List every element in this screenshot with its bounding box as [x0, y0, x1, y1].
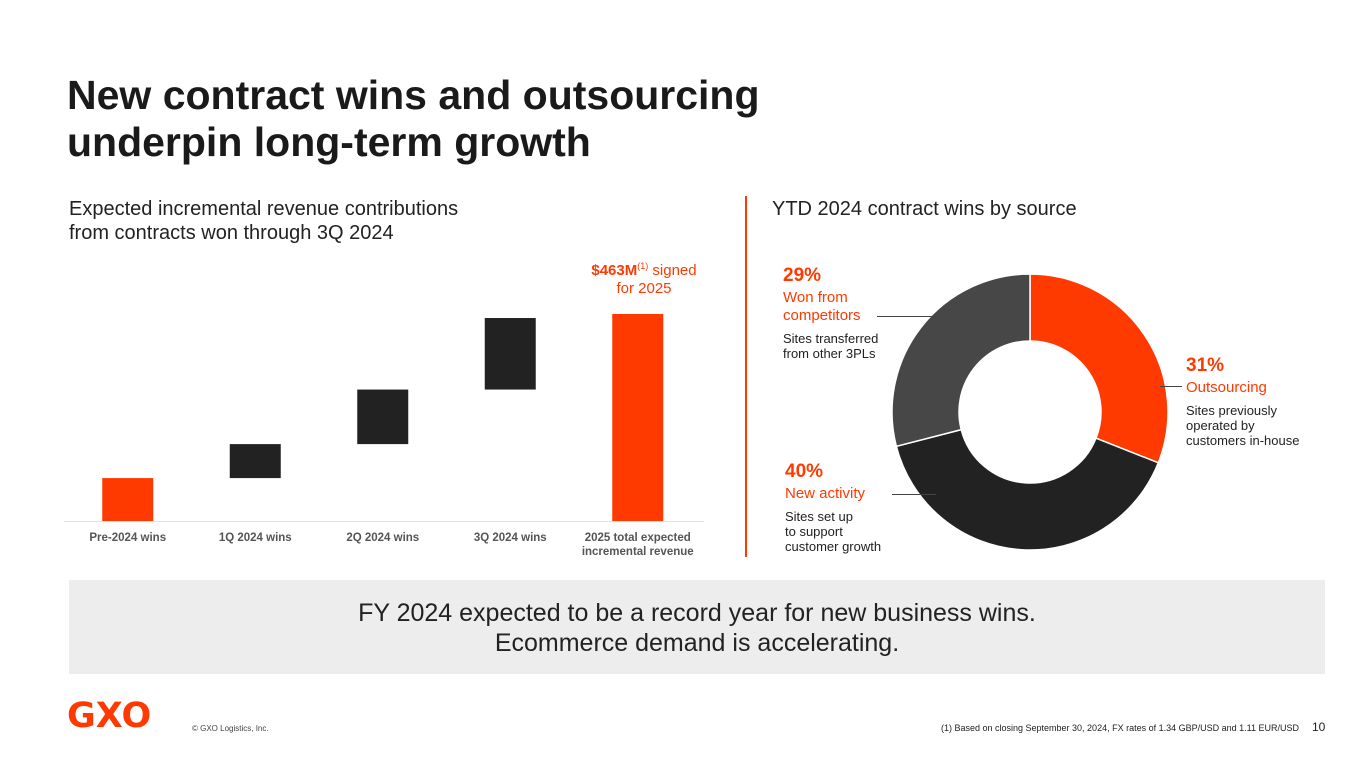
waterfall-subtitle-line-1: Expected incremental revenue contributio… [69, 198, 459, 220]
outsourcing-desc-line-1: Sites previously [1186, 403, 1278, 418]
outsourcing-percent: 31% [1186, 355, 1225, 376]
competitors-desc-line-2: from other 3PLs [783, 346, 876, 361]
panel-divider [745, 196, 747, 557]
tick-label-0: Pre-2024 wins [89, 532, 166, 544]
label-competitors: 29% Won from competitors Sites transferr… [783, 265, 913, 361]
new-activity-desc-line-2: to support [785, 524, 843, 539]
new-activity-desc-line-3: customer growth [785, 539, 882, 554]
bar-1 [229, 444, 281, 479]
label-new-activity: 40% New activity Sites set up to support… [785, 461, 935, 554]
slice-new_activity [895, 428, 1160, 551]
signed-amount: $463M [591, 262, 638, 279]
banner-line-1: FY 2024 expected to be a record year for… [358, 599, 1036, 627]
tick-label-4-line-2: incremental revenue [582, 546, 694, 558]
competitors-desc-line-1: Sites transferred [783, 331, 879, 346]
outsourcing-desc-line-3: customers in-house [1186, 433, 1300, 448]
donut-subtitle: YTD 2024 contract wins by source [772, 198, 1077, 220]
page-title: New contract wins and outsourcing underp… [67, 72, 967, 166]
outsourcing-name: Outsourcing [1186, 379, 1267, 396]
page-number: 10 [1312, 720, 1326, 734]
bar-0 [102, 478, 154, 521]
gxo-logo: GXO [67, 696, 152, 736]
signed-word: signed [648, 262, 697, 279]
bar-3 [484, 318, 536, 390]
outsourcing-desc-line-2: operated by [1186, 418, 1255, 433]
waterfall-chart: Pre-2024 wins 1Q 2024 wins 2Q 2024 wins 3Q … [64, 314, 704, 558]
copyright-text: © GXO Logistics, Inc. [192, 724, 269, 733]
competitors-name-line-2: competitors [783, 307, 861, 324]
tick-label-2: 2Q 2024 wins [346, 532, 419, 544]
tick-label-4: 2025 total expected [585, 532, 691, 544]
donut-chart [891, 273, 1169, 551]
signed-annotation-line-1: $463M(1) signed [564, 262, 724, 280]
signed-annotation-line-2: for 2025 [616, 280, 672, 297]
tick-label-1: 1Q 2024 wins [219, 532, 292, 544]
outsourcing-leader-line [1160, 386, 1182, 387]
footnote-text: (1) Based on closing September 30, 2024,… [940, 723, 1299, 733]
label-outsourcing: 31% Outsourcing Sites previously operate… [1186, 355, 1336, 448]
bar-2 [357, 389, 409, 445]
highlight-banner: FY 2024 expected to be a record year for… [69, 580, 1325, 674]
competitors-percent: 29% [783, 265, 822, 286]
new-activity-leader-line [892, 494, 936, 495]
tick-label-3: 3Q 2024 wins [474, 532, 547, 544]
slice-outsourcing [1029, 273, 1169, 464]
new-activity-desc-line-1: Sites set up [785, 509, 853, 524]
competitors-leader-line [877, 316, 937, 317]
page-title-line-2: underpin long-term growth [67, 119, 591, 165]
signed-footnote-ref: (1) [637, 261, 649, 271]
new-activity-percent: 40% [785, 461, 824, 482]
signed-annotation: $463M(1) signed for 2025 [564, 262, 724, 298]
bar-4 [612, 314, 664, 521]
new-activity-name: New activity [785, 485, 866, 502]
page-title-line-1: New contract wins and outsourcing [67, 72, 760, 118]
waterfall-subtitle-line-2: from contracts won through 3Q 2024 [69, 222, 394, 244]
slice-competitors [891, 273, 1031, 448]
competitors-name-line-1: Won from [783, 289, 848, 306]
waterfall-subtitle: Expected incremental revenue contributio… [69, 197, 629, 245]
banner-line-2: Ecommerce demand is accelerating. [494, 629, 900, 657]
